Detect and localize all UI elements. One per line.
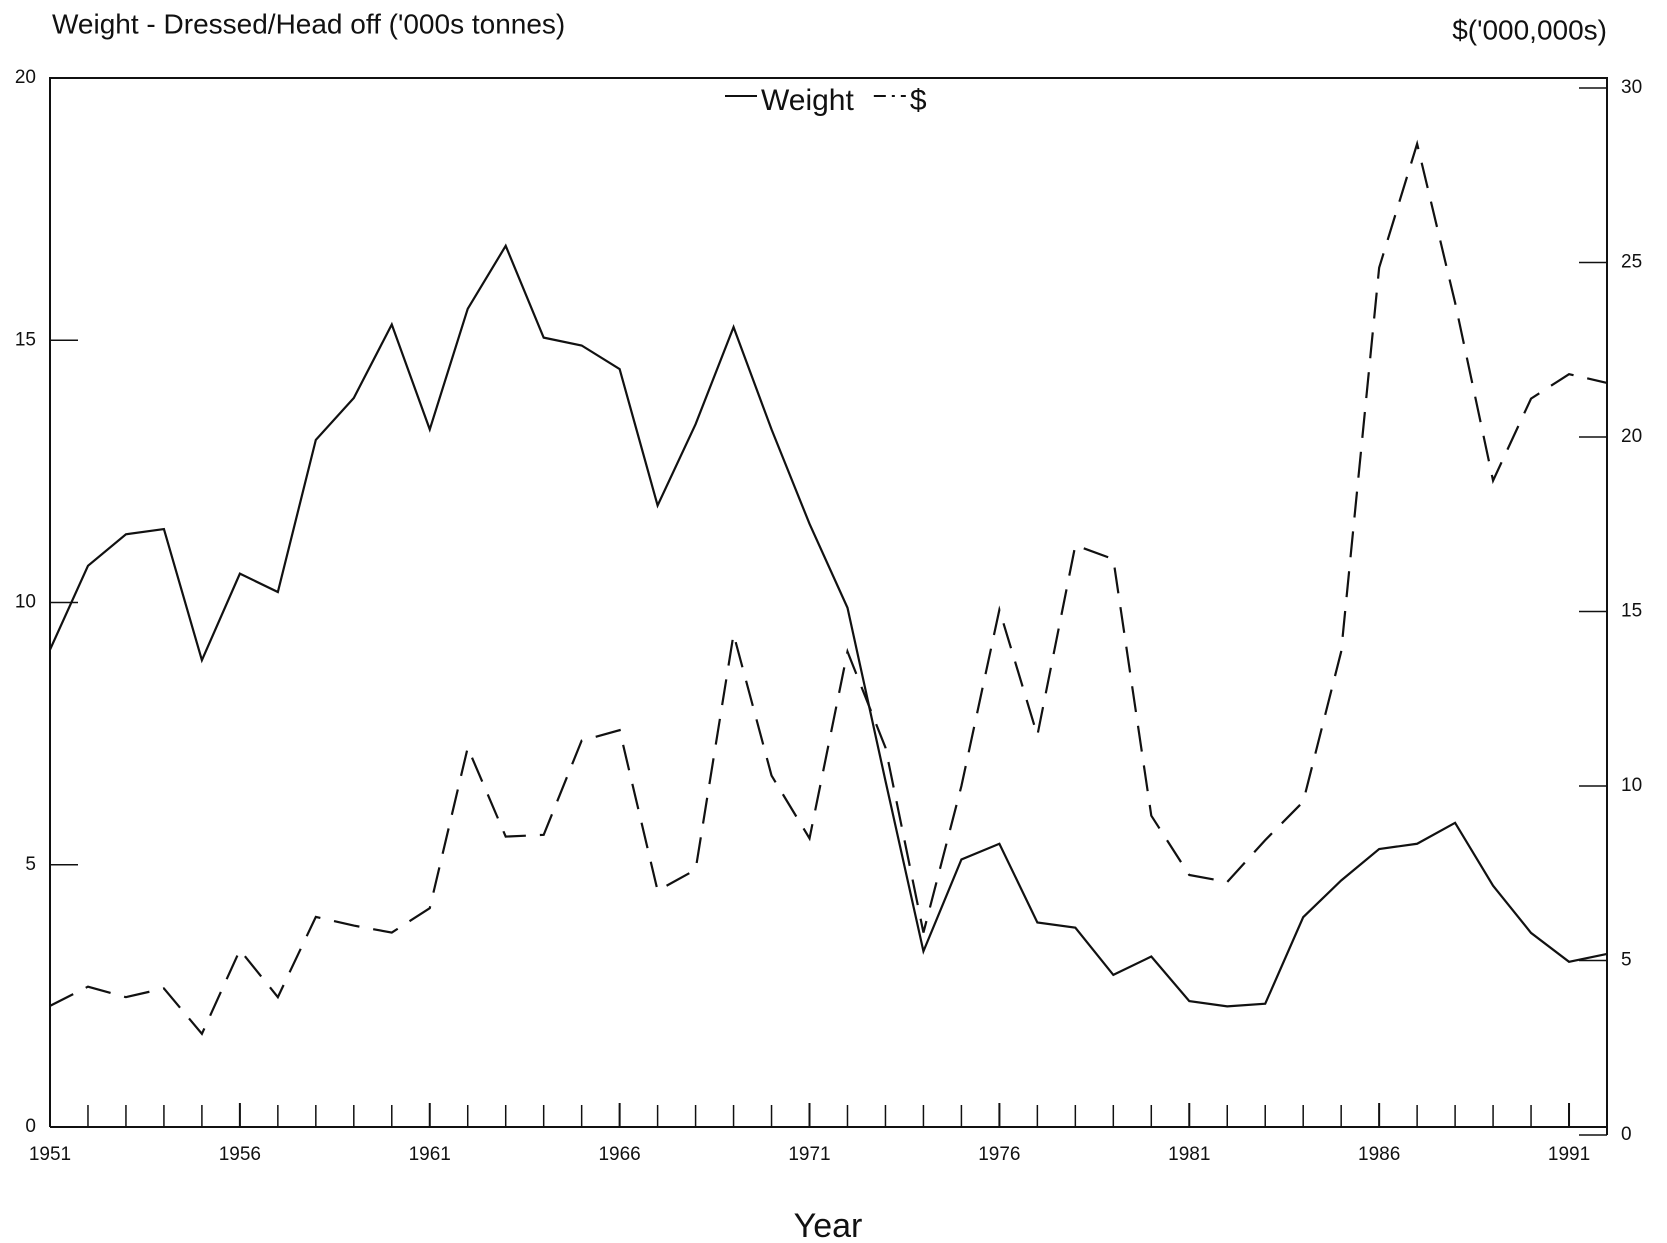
chart-title: Weight - Dressed/Head off ('000s tonnes) xyxy=(52,8,565,39)
y2-tick-label: 20 xyxy=(1621,426,1642,447)
x-tick-label: 1981 xyxy=(1168,1144,1210,1165)
y2-axis-title: $('000,000s) xyxy=(1452,14,1607,45)
y-tick-label: 5 xyxy=(25,854,36,875)
x-tick-label: 1971 xyxy=(788,1144,830,1165)
axis-frame xyxy=(49,77,1608,1135)
y2-tick-label: 0 xyxy=(1621,1124,1632,1145)
y-tick-label: 10 xyxy=(15,592,36,613)
x-tick-label: 1951 xyxy=(29,1144,71,1165)
y-tick-label: 15 xyxy=(15,329,36,350)
data-line xyxy=(48,243,1608,1008)
x-tick-label: 1966 xyxy=(598,1144,640,1165)
x-tick-label: 1961 xyxy=(409,1144,451,1165)
legend-label: $ xyxy=(910,84,927,117)
y-tick-label: 0 xyxy=(25,1116,36,1137)
x-tick-label: 1986 xyxy=(1358,1144,1400,1165)
y2-tick-label: 10 xyxy=(1621,775,1642,796)
y2-tick-label: 25 xyxy=(1621,252,1642,273)
x-tick-label: 1976 xyxy=(978,1144,1020,1165)
y2-tick-label: 5 xyxy=(1621,950,1632,971)
y2-tick-label: 30 xyxy=(1621,77,1642,98)
x-axis-title: Year xyxy=(794,1207,863,1243)
data-line xyxy=(49,139,1608,1036)
y2-tick-label: 15 xyxy=(1621,601,1642,622)
x-tick-label: 1991 xyxy=(1548,1144,1590,1165)
y-tick-label: 20 xyxy=(15,67,36,88)
x-tick-label: 1956 xyxy=(219,1144,261,1165)
legend-label: Weight xyxy=(761,84,854,117)
